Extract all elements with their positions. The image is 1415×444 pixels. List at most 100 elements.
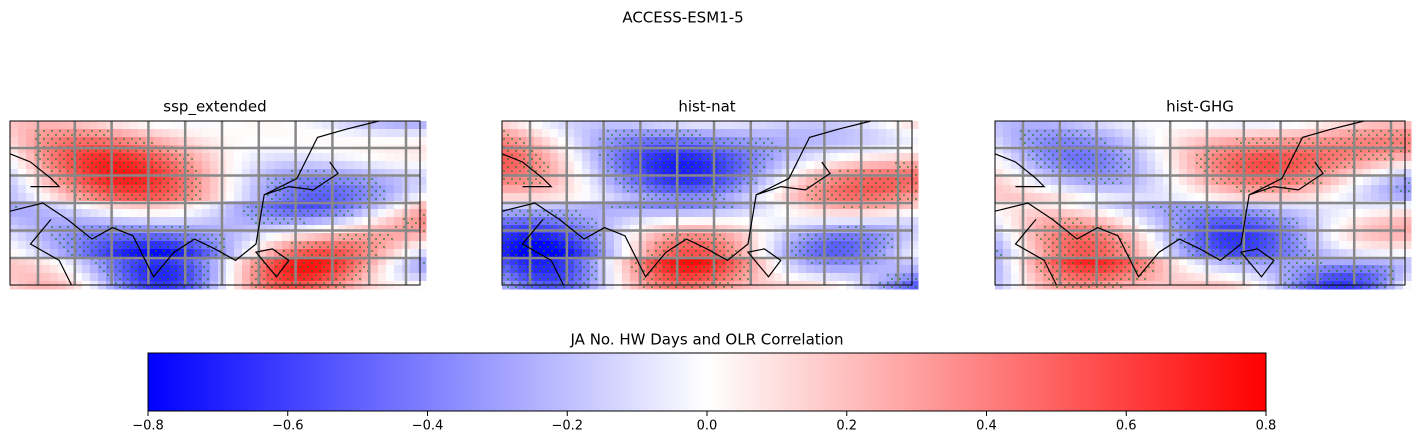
stipple: [159, 270, 161, 272]
field-cell: [258, 169, 267, 178]
stipple: [123, 266, 125, 268]
field-cell: [1075, 121, 1084, 130]
stipple: [695, 234, 697, 236]
field-cell: [502, 169, 511, 178]
stipple: [663, 242, 665, 244]
field-cell: [130, 121, 139, 130]
field-cell: [558, 137, 567, 146]
field-cell: [178, 217, 187, 226]
field-cell: [66, 153, 75, 162]
stipple: [319, 286, 321, 288]
stipple: [55, 158, 57, 160]
stipple: [715, 262, 717, 264]
stipple: [1068, 130, 1070, 132]
stipple: [579, 262, 581, 264]
field-cell: [726, 121, 735, 130]
stipple: [855, 194, 857, 196]
field-cell: [314, 209, 323, 218]
stipple: [731, 190, 733, 192]
field-cell: [758, 241, 767, 250]
stipple: [343, 262, 345, 264]
stipple: [323, 242, 325, 244]
field-cell: [354, 249, 363, 258]
stipple: [395, 226, 397, 228]
field-cell: [566, 169, 575, 178]
stipple: [899, 286, 901, 288]
field-cell: [338, 169, 347, 178]
stipple: [579, 286, 581, 288]
stipple: [851, 238, 853, 240]
stipple: [323, 178, 325, 180]
stipple: [527, 274, 529, 276]
field-cell: [734, 137, 743, 146]
field-cell: [518, 265, 527, 274]
stipple: [519, 170, 521, 172]
field-cell: [170, 273, 179, 282]
stipple: [151, 254, 153, 256]
field-cell: [114, 185, 123, 194]
stipple: [423, 214, 425, 216]
stipple: [319, 214, 321, 216]
field-cell: [114, 177, 123, 186]
stipple: [79, 142, 81, 144]
stipple: [199, 182, 201, 184]
field-cell: [210, 257, 219, 266]
field-cell: [870, 177, 879, 186]
stipple: [643, 262, 645, 264]
field-cell: [250, 193, 259, 202]
field-cell: [242, 241, 251, 250]
stipple: [699, 262, 701, 264]
stipple: [863, 226, 865, 228]
field-cell: [1291, 137, 1300, 146]
stipple: [311, 262, 313, 264]
field-cell: [1315, 129, 1324, 138]
stipple: [179, 282, 181, 284]
stipple: [339, 178, 341, 180]
field-cell: [394, 209, 403, 218]
stipple: [191, 246, 193, 248]
stipple: [527, 242, 529, 244]
stipple: [643, 278, 645, 280]
field-cell: [806, 257, 815, 266]
stipple: [271, 262, 273, 264]
field-cell: [234, 169, 243, 178]
field-cell: [138, 185, 147, 194]
field-cell: [774, 137, 783, 146]
field-cell: [346, 153, 355, 162]
field-cell: [250, 137, 259, 146]
stipple: [607, 154, 609, 156]
stipple: [659, 270, 661, 272]
field-cell: [354, 233, 363, 242]
field-cell: [122, 257, 131, 266]
stipple: [547, 214, 549, 216]
field-cell: [758, 233, 767, 242]
field-cell: [322, 265, 331, 274]
field-cell: [58, 201, 67, 210]
stipple: [127, 278, 129, 280]
stipple: [1240, 150, 1242, 152]
stipple: [183, 286, 185, 288]
stipple: [715, 150, 717, 152]
stipple: [1040, 142, 1042, 144]
stipple: [795, 246, 797, 248]
field-cell: [790, 161, 799, 170]
stipple: [1084, 162, 1086, 164]
stipple: [115, 170, 117, 172]
stipple: [659, 134, 661, 136]
field-cell: [534, 241, 543, 250]
stipple: [503, 226, 505, 228]
field-cell: [18, 233, 27, 242]
field-cell: [1299, 137, 1308, 146]
field-cell: [910, 185, 919, 194]
field-cell: [186, 177, 195, 186]
field-cell: [790, 233, 799, 242]
field-cell: [614, 129, 623, 138]
stipple: [739, 182, 741, 184]
stipple: [739, 142, 741, 144]
field-cell: [654, 153, 663, 162]
field-cell: [1099, 121, 1108, 130]
field-cell: [282, 169, 291, 178]
stipple: [287, 198, 289, 200]
field-cell: [662, 201, 671, 210]
field-cell: [170, 169, 179, 178]
